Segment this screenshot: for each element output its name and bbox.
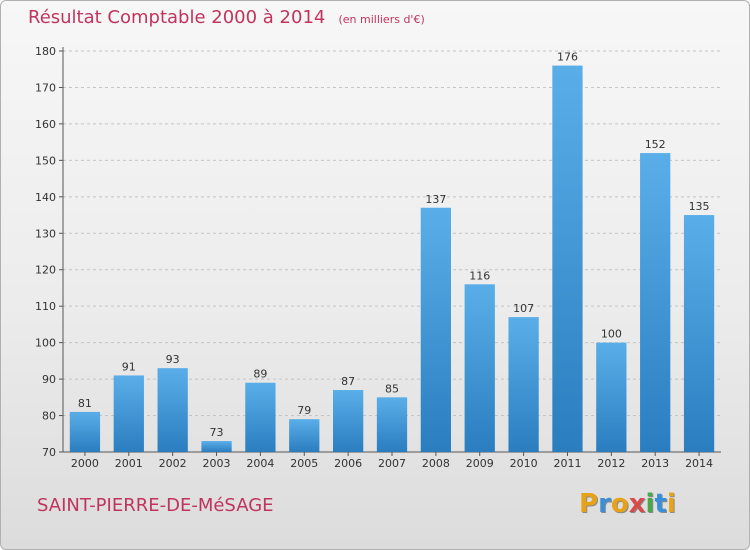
- y-tick-label: 160: [35, 118, 56, 131]
- chart-title: Résultat Comptable 2000 à 2014 (en milli…: [28, 7, 425, 28]
- bar-2004: [245, 382, 276, 452]
- data-label: 79: [297, 404, 311, 417]
- logo-letter: P: [579, 489, 599, 519]
- x-tick-label: 2006: [334, 457, 362, 470]
- data-label: 137: [425, 193, 446, 206]
- y-tick-label: 80: [42, 410, 56, 423]
- y-tick-label: 180: [35, 45, 56, 58]
- x-tick-label: 2008: [422, 457, 450, 470]
- x-tick-label: 2007: [378, 457, 406, 470]
- y-tick-label: 110: [35, 300, 56, 313]
- data-label: 93: [166, 353, 180, 366]
- y-tick-label: 130: [35, 227, 56, 240]
- logo-letter: i: [645, 489, 655, 519]
- chart-unit-label: (en milliers d'€): [338, 13, 425, 26]
- y-tick-label: 150: [35, 154, 56, 167]
- logo-letter: r: [598, 489, 611, 519]
- data-label: 135: [689, 200, 710, 213]
- y-tick-label: 170: [35, 81, 56, 94]
- bar-2006: [332, 390, 364, 452]
- data-label: 89: [253, 368, 267, 381]
- data-label: 176: [557, 51, 578, 64]
- chart-title-text: Résultat Comptable 2000 à 2014: [28, 7, 326, 28]
- x-tick-label: 2003: [203, 457, 231, 470]
- logo-letter: t: [654, 489, 667, 519]
- x-tick-label: 2014: [685, 457, 713, 470]
- bars: [69, 65, 715, 452]
- place-name: SAINT-PIERRE-DE-MéSAGE: [37, 495, 274, 516]
- x-tick-label: 2009: [466, 457, 494, 470]
- bar-2003: [201, 441, 232, 452]
- x-tick-label: 2004: [246, 457, 274, 470]
- bar-2007: [376, 397, 408, 452]
- bar-2005: [289, 419, 320, 452]
- axes: 70 80 90 100 110 120 130 140 150 160 170 180 2000 200…: [35, 45, 721, 470]
- data-label: 73: [210, 426, 224, 439]
- data-label: 116: [469, 269, 490, 282]
- x-tick-label: 2001: [115, 457, 143, 470]
- x-tick-label: 2000: [71, 457, 99, 470]
- logo-letter: o: [610, 489, 629, 519]
- data-label: 81: [78, 397, 92, 410]
- bar-2013: [640, 153, 671, 452]
- y-tick-label: 100: [35, 337, 56, 350]
- data-label: 107: [513, 302, 534, 315]
- logo-letter: x: [628, 489, 646, 519]
- x-tick-label: 2010: [510, 457, 538, 470]
- bar-2002: [157, 368, 188, 452]
- data-label: 87: [341, 375, 355, 388]
- data-labels: 81 91 93 73 89 79 87 85 137 116 107 176 100 152 135: [78, 51, 710, 439]
- y-tick-label: 140: [35, 191, 56, 204]
- y-tick-label: 120: [35, 264, 56, 277]
- logo-letter: i: [666, 489, 676, 519]
- data-label: 91: [122, 360, 136, 373]
- bar-2014: [683, 215, 715, 452]
- x-tick-label: 2013: [641, 457, 669, 470]
- y-tick-label: 70: [42, 446, 56, 459]
- bar-2010: [508, 317, 539, 452]
- y-tick-label: 90: [42, 373, 56, 386]
- bar-2012: [596, 342, 627, 452]
- bar-2009: [464, 284, 495, 452]
- x-tick-label: 2012: [597, 457, 625, 470]
- bar-2011: [552, 65, 583, 452]
- x-tick-label: 2011: [553, 457, 581, 470]
- data-label: 100: [601, 328, 622, 341]
- bar-2000: [69, 411, 101, 452]
- data-label: 152: [645, 138, 666, 151]
- bar-2001: [113, 375, 144, 452]
- bar-2008: [420, 207, 452, 452]
- x-tick-label: 2005: [290, 457, 318, 470]
- x-tick-label: 2002: [159, 457, 187, 470]
- data-label: 85: [385, 382, 399, 395]
- proxiti-logo: Proxiti: [579, 489, 676, 519]
